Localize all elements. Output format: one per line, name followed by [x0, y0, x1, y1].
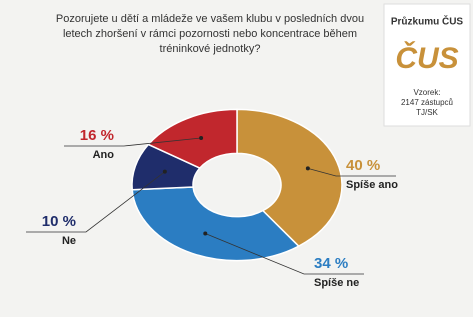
- category-label: Ano: [93, 149, 115, 161]
- badge-sample: Vzorek:: [413, 88, 440, 97]
- chart-title: Pozorujete u dětí a mládeže ve vašem klu…: [50, 12, 370, 57]
- category-label: Spíše ne: [314, 277, 359, 289]
- badge-logo: ČUS: [395, 41, 458, 75]
- page: Průzkumu ČUS ČUS Vzorek: 2147 zástupců T…: [0, 0, 473, 317]
- badge-sample: 2147 zástupců: [401, 98, 453, 107]
- leader-dot: [199, 136, 203, 140]
- leader-dot: [163, 170, 167, 174]
- value-label: 16 %: [80, 127, 114, 144]
- leader-dot: [203, 232, 207, 236]
- category-label: Spíše ano: [346, 179, 398, 191]
- donut-segment: [132, 187, 299, 261]
- category-label: Ne: [62, 235, 76, 247]
- badge-heading: Průzkumu ČUS: [391, 15, 464, 28]
- value-label: 34 %: [314, 255, 348, 272]
- badge-sample: TJ/SK: [416, 108, 438, 117]
- value-label: 40 %: [346, 157, 380, 174]
- value-label: 10 %: [42, 213, 76, 230]
- leader-dot: [306, 166, 310, 170]
